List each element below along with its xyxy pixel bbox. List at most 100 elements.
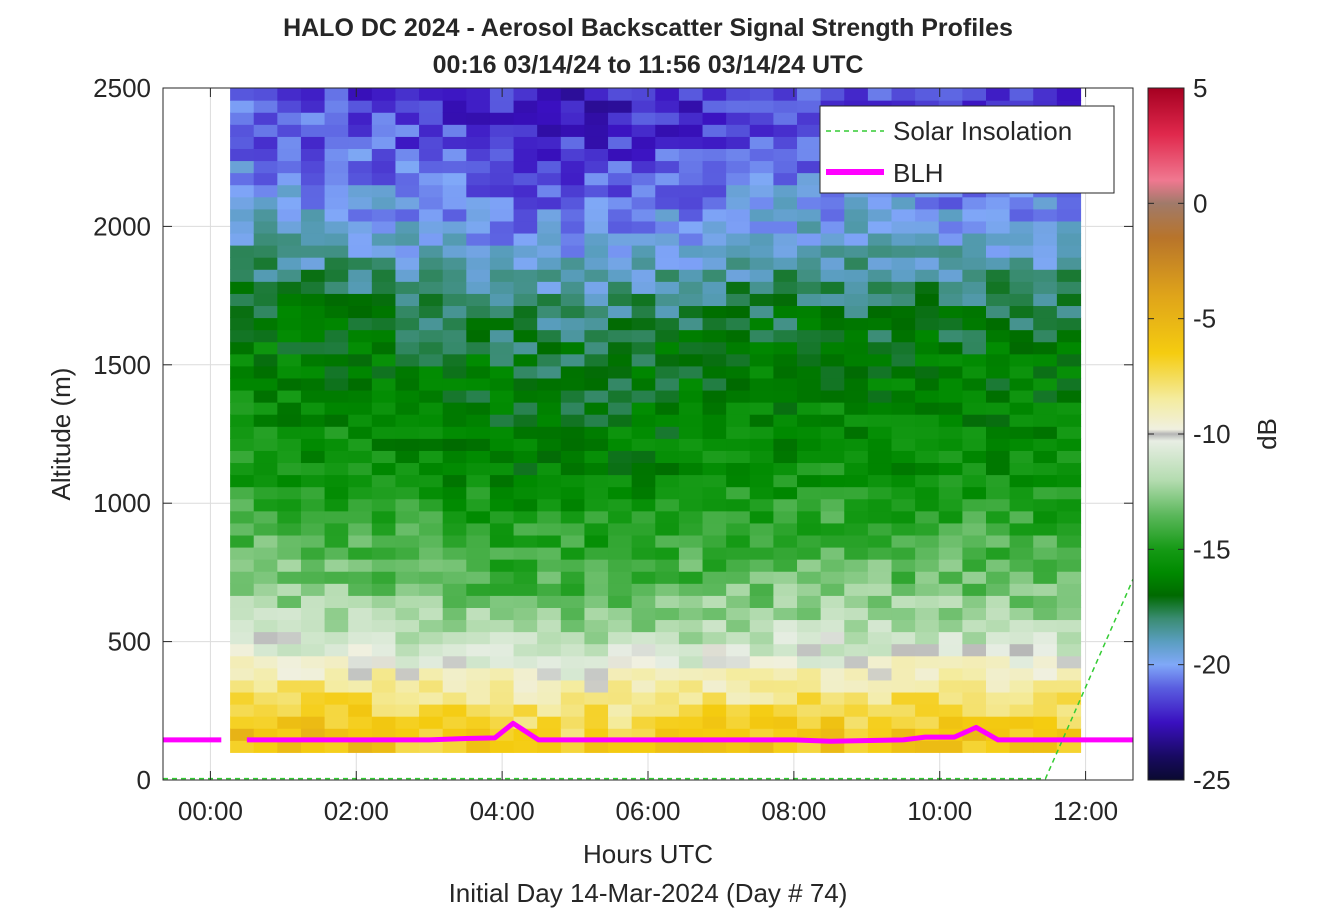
heatmap-cell [300, 438, 326, 451]
heatmap-cell [371, 426, 397, 439]
heatmap-cell [631, 365, 656, 379]
heatmap-cell [655, 329, 680, 343]
heatmap-cell [277, 534, 302, 548]
heatmap-cell [253, 184, 278, 198]
heatmap-cell [253, 450, 278, 464]
heatmap-cell [986, 559, 1011, 572]
heatmap-cell [773, 462, 798, 476]
heatmap-cell [702, 595, 727, 608]
heatmap-cell [915, 450, 940, 464]
heatmap-cell [678, 269, 704, 282]
heatmap-cell [348, 281, 373, 294]
heatmap-cell [537, 716, 562, 729]
heatmap-cell [253, 389, 278, 403]
heatmap-cell [986, 208, 1011, 222]
heatmap-cell [749, 377, 774, 391]
heatmap-cell [466, 462, 491, 476]
heatmap-cell [324, 522, 349, 536]
heatmap-cell [230, 365, 255, 379]
heatmap-cell [513, 184, 538, 198]
heatmap-cell [986, 317, 1011, 331]
heatmap-cell [867, 438, 893, 451]
heatmap-cell [371, 704, 397, 717]
heatmap-cell [537, 486, 562, 500]
heatmap-cell [300, 148, 326, 162]
heatmap-cell [1009, 510, 1034, 524]
heatmap-cell [253, 245, 278, 258]
heatmap-cell [844, 208, 869, 222]
heatmap-cell [938, 329, 963, 343]
heatmap-cell [537, 172, 562, 186]
heatmap-cell [915, 245, 940, 258]
heatmap-cell [1009, 655, 1034, 669]
heatmap-cell [442, 498, 467, 512]
heatmap-cell [253, 631, 278, 645]
heatmap-cell [726, 160, 751, 174]
heatmap-cell [348, 462, 373, 476]
heatmap-cell [1056, 281, 1082, 294]
heatmap-cell [442, 269, 467, 282]
heatmap-cell [537, 414, 562, 427]
heatmap-cell [395, 329, 420, 343]
heatmap-cell [797, 571, 822, 584]
heatmap-cell [844, 546, 869, 560]
heatmap-cell [324, 377, 349, 391]
heatmap-cell [442, 522, 467, 536]
heatmap-cell [395, 607, 420, 621]
heatmap-cell [986, 402, 1011, 415]
heatmap-cell [230, 643, 255, 657]
heatmap-cell [608, 595, 633, 608]
heatmap-cell [867, 498, 893, 512]
heatmap-cell [678, 148, 704, 162]
heatmap-cell [726, 329, 751, 343]
blh-line [246, 720, 1133, 744]
heatmap-cell [537, 196, 562, 210]
heatmap-cell [395, 232, 420, 246]
heatmap-cell [1033, 426, 1058, 439]
heatmap-cell [1033, 522, 1058, 536]
heatmap-cell [749, 462, 774, 476]
heatmap-cell [820, 450, 845, 464]
y-tick-label: 1000 [93, 488, 151, 518]
heatmap-cell [986, 257, 1011, 270]
heatmap-cell [1033, 208, 1058, 222]
heatmap-cell [726, 389, 751, 403]
heatmap-cell [891, 740, 916, 753]
heatmap-cell [324, 100, 349, 113]
heatmap-cell [584, 136, 609, 149]
heatmap-cell [584, 450, 609, 464]
heatmap-cell [749, 510, 774, 524]
heatmap-cell [513, 196, 538, 210]
heatmap-cell [608, 88, 633, 101]
heatmap-cell [466, 305, 491, 319]
heatmap-cell [560, 571, 586, 584]
heatmap-cell [230, 281, 255, 294]
heatmap-cell [844, 438, 869, 451]
heatmap-cell [300, 112, 326, 125]
heatmap-cell [678, 402, 704, 415]
heatmap-cell [584, 546, 609, 560]
heatmap-cell [749, 438, 774, 451]
heatmap-cell [348, 450, 373, 464]
heatmap-cell [253, 317, 278, 331]
heatmap-cell [466, 704, 491, 717]
heatmap-cell [962, 595, 987, 608]
heatmap-cell [395, 534, 420, 548]
heatmap-cell [915, 317, 940, 331]
heatmap-cell [867, 414, 893, 427]
heatmap-cell [655, 438, 680, 451]
heatmap-cell [773, 220, 798, 234]
heatmap-cell [560, 631, 586, 645]
heatmap-cell [867, 583, 893, 596]
heatmap-cell [655, 184, 680, 198]
heatmap-cell [324, 716, 349, 729]
heatmap-cell [631, 172, 656, 186]
heatmap-cell [466, 522, 491, 536]
heatmap-cell [608, 389, 633, 403]
heatmap-cell [678, 160, 704, 174]
heatmap-cell [466, 426, 491, 439]
heatmap-cell [277, 438, 302, 451]
heatmap-cell [655, 232, 680, 246]
heatmap-cell [891, 365, 916, 379]
heatmap-cell [395, 353, 420, 367]
